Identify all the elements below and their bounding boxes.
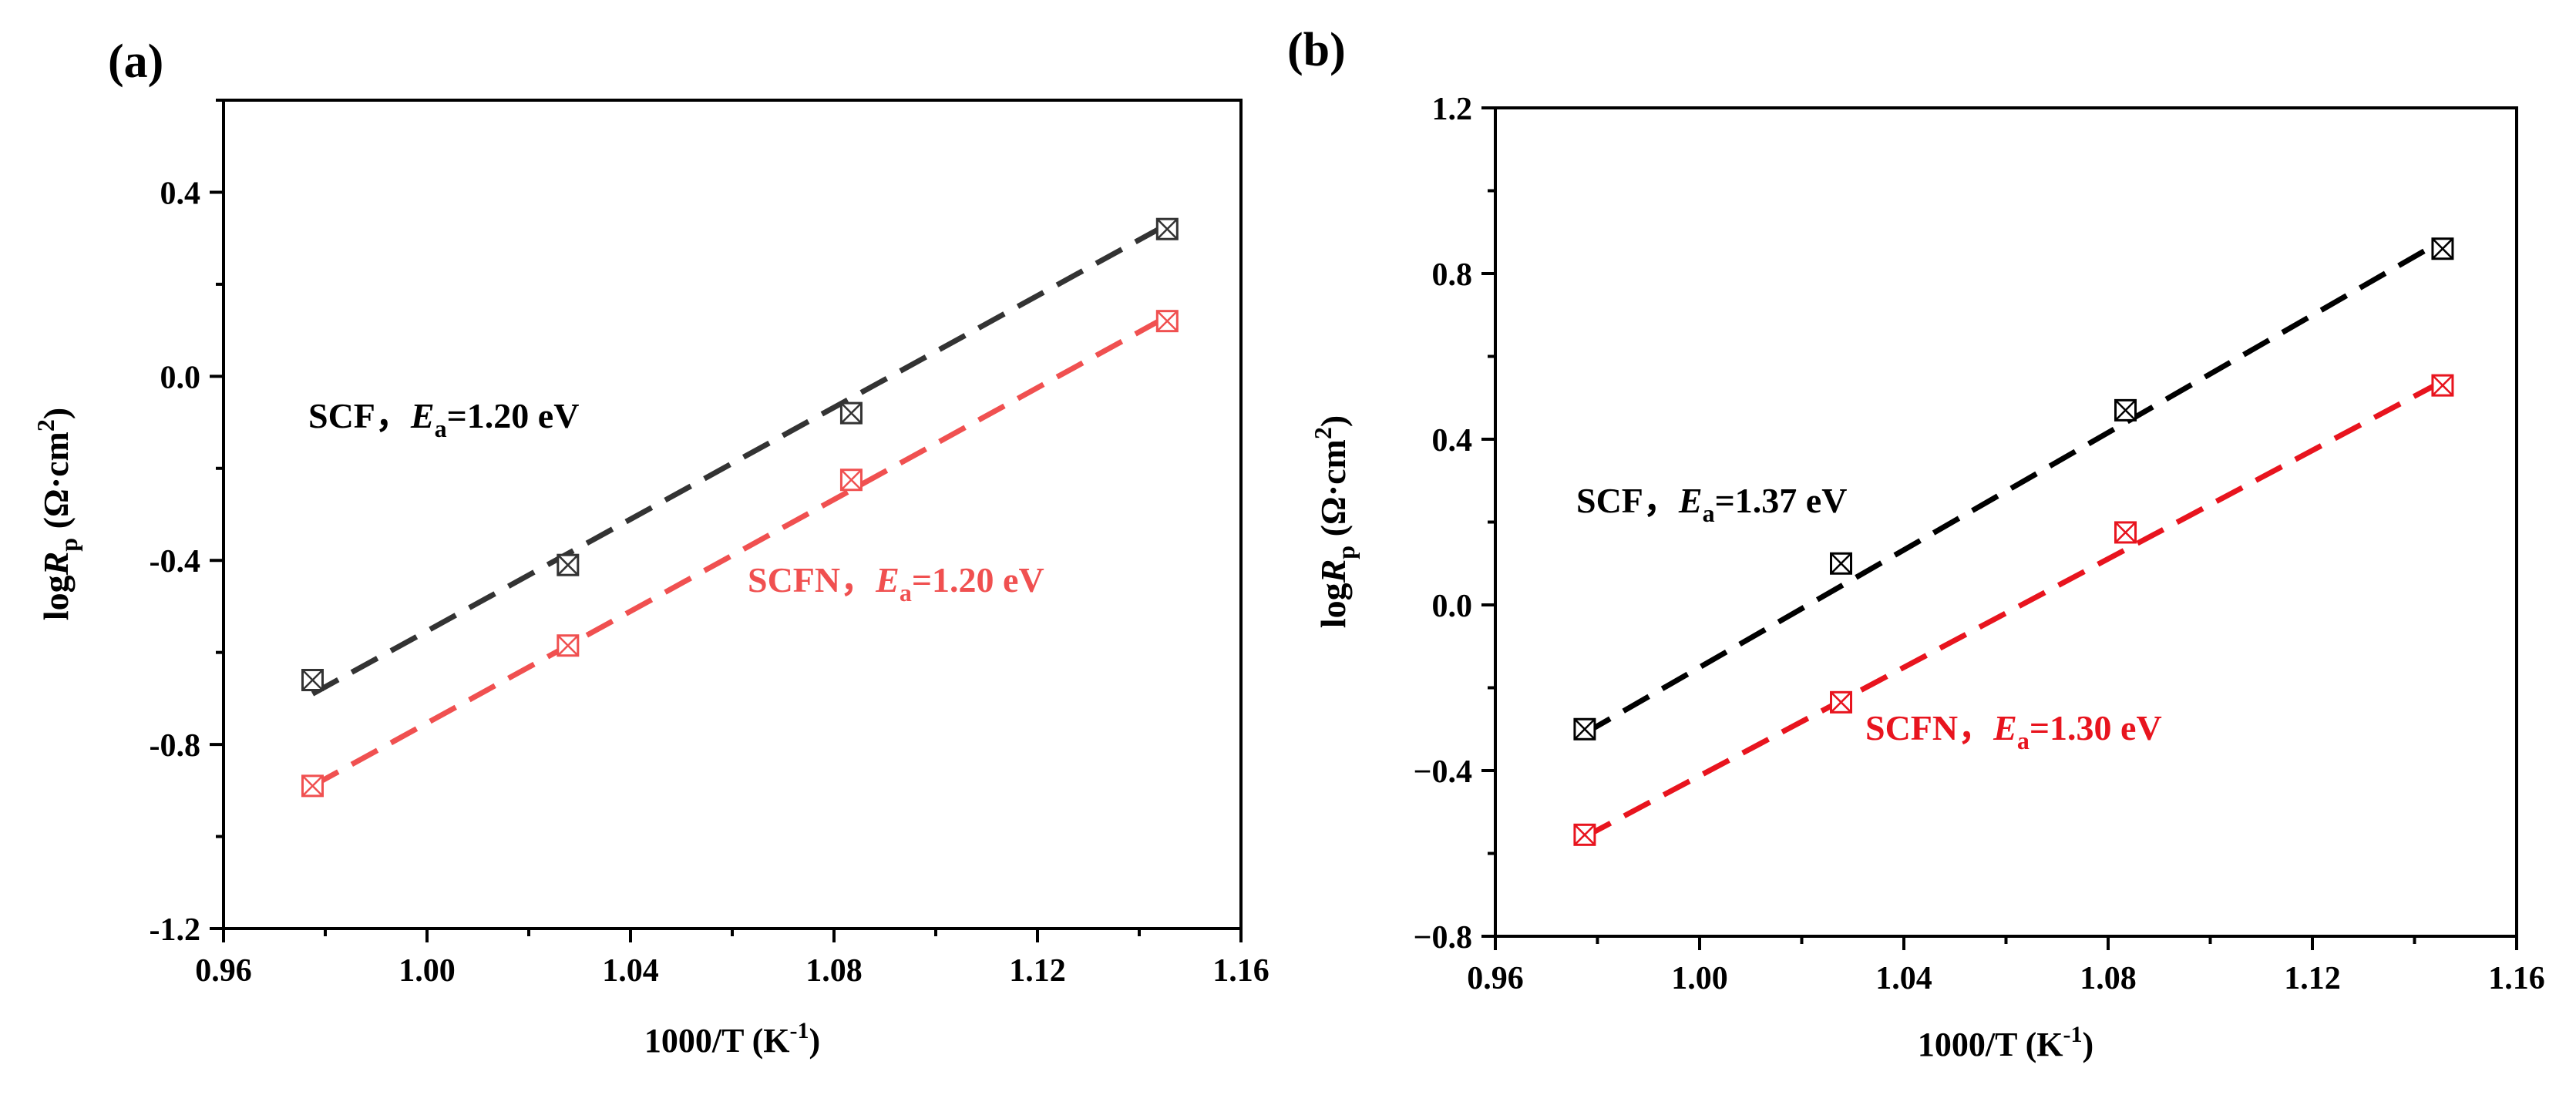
panel-b-y-tick-label: 1.2 [1432,92,1473,127]
panel-b-y-tick-label: 0.8 [1432,257,1473,293]
panel-a-x-tick-label: 0.96 [195,953,252,989]
panel-b-scf-fit-line [1583,237,2444,736]
panel-a-x-tick-label: 1.04 [602,953,659,989]
panel-b-scfn-point [2431,374,2454,397]
panel-b-x-tick-label: 0.96 [1467,961,1524,996]
panel-a-scfn-fit-line [311,314,1169,788]
panel-b-x-tick-label: 1.00 [1671,961,1728,996]
panel-b-x-axis-title: 1000/T (K-1) [1918,1022,2093,1063]
panel-a-scf-point [301,669,324,691]
panel-b-y-tick-label: −0.4 [1414,754,1472,790]
panel-b-y-axis: −0.8 −0.4 0.0 0.4 0.8 1.2 [1414,92,1495,956]
panel-a-x-axis: 0.96 1.00 1.04 1.08 1.12 1.16 [195,929,1270,989]
panel-a-data-points [301,217,1179,798]
panel-a-scf-point [839,401,863,425]
panel-a-y-axis-title: logRp (Ω·cm2) [32,408,82,620]
panel-b-y-axis-title: logRp (Ω·cm2) [1309,415,1360,628]
panel-b-scfn-point [2114,521,2137,544]
panel-b-scf-point [2114,398,2137,422]
panel-a-scfn-point [301,774,324,798]
panel-a-frame [222,99,1243,930]
panel-b-frame [1494,106,2518,938]
panel-a-scf-fit-line [311,222,1169,697]
panel-a-scfn-point [839,469,863,492]
panel-b-y-tick-label: 0.0 [1432,589,1473,624]
panel-b-y-tick-label: −0.8 [1414,920,1472,956]
panel-a-x-tick-label: 1.12 [1009,953,1066,989]
panel-a: (a) -1.2 -0.8 -0.4 0.0 0.4 0.96 1.00 1.04 1.08 1… [32,35,1270,1060]
panel-a-x-tick-label: 1.00 [399,953,456,989]
panel-b-y-tick-label: 0.4 [1432,423,1473,458]
panel-a-y-tick-label: -0.4 [150,544,201,579]
panel-a-scfn-point [557,634,580,657]
panel-b: (b) −0.8 −0.4 0.0 0.4 0.8 1.2 0.96 1.00 1.04 1.0… [1287,24,2545,1063]
panel-b-x-tick-label: 1.04 [1875,961,1932,996]
panel-b-x-tick-label: 1.16 [2488,961,2545,996]
panel-a-fit-lines [311,222,1169,788]
panel-a-y-tick-label: -1.2 [150,912,201,948]
panel-a-y-tick-label: -0.8 [150,728,201,764]
panel-a-scfn-point [1155,310,1179,333]
panel-a-scfn-label: SCFN，Ea=1.20 eV [748,560,1044,606]
panel-a-scf-point [1155,217,1179,240]
panel-a-x-tick-label: 1.08 [805,953,863,989]
panel-b-scfn-point [1830,690,1853,714]
panel-b-scf-point [1573,717,1596,741]
panel-b-scfn-label: SCFN，Ea=1.30 eV [1865,708,2162,754]
panel-b-x-axis: 0.96 1.00 1.04 1.08 1.12 1.16 [1467,936,2545,996]
panel-b-scf-label: SCF，Ea=1.37 eV [1576,481,1847,527]
panel-a-y-axis: -1.2 -0.8 -0.4 0.0 0.4 [150,99,224,948]
panel-b-x-tick-label: 1.08 [2080,961,2137,996]
panel-b-scf-point [2431,237,2454,260]
panel-b-x-tick-label: 1.12 [2284,961,2341,996]
panel-a-x-tick-label: 1.16 [1212,953,1270,989]
panel-b-scfn-point [1573,823,1596,846]
panel-a-label: (a) [108,35,163,88]
panel-b-scf-point [1830,552,1853,575]
panel-a-scf-point [557,553,580,576]
panel-a-y-tick-label: 0.0 [160,360,201,395]
panel-b-scfn-fit-line [1583,378,2444,840]
panel-a-x-axis-title: 1000/T (K-1) [644,1018,820,1060]
panel-b-fit-lines [1583,237,2444,840]
panel-a-scf-label: SCF，Ea=1.20 eV [308,396,579,442]
panel-b-data-points [1573,237,2454,846]
panel-a-y-tick-label: 0.4 [160,176,201,211]
panel-b-label: (b) [1287,24,1346,76]
